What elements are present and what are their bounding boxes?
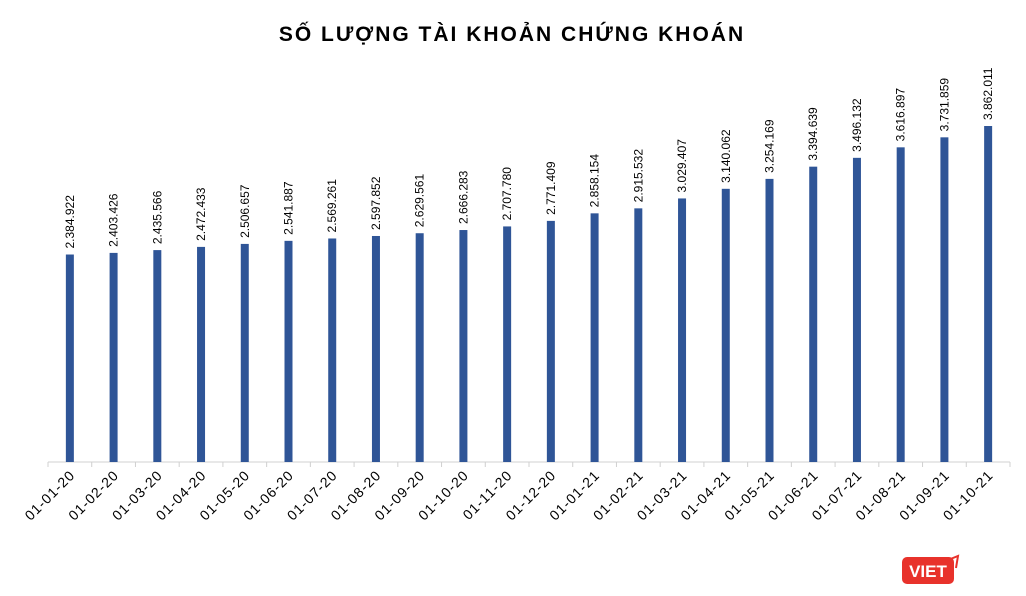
bar bbox=[765, 178, 774, 462]
bar bbox=[415, 233, 424, 462]
bar bbox=[896, 147, 905, 462]
bar bbox=[65, 254, 74, 462]
value-label: 3.862.011 bbox=[981, 67, 995, 120]
value-label: 3.394.639 bbox=[806, 107, 820, 161]
logo-badge bbox=[902, 557, 954, 584]
bar bbox=[721, 188, 730, 462]
logo-accent bbox=[947, 554, 960, 569]
value-label: 3.616.897 bbox=[894, 88, 908, 142]
value-label: 2.915.532 bbox=[631, 149, 645, 203]
value-label: 3.496.132 bbox=[850, 98, 864, 152]
value-label: 2.858.154 bbox=[588, 154, 602, 208]
bar bbox=[109, 252, 118, 462]
bar bbox=[197, 246, 206, 462]
bar bbox=[459, 230, 468, 462]
value-label: 2.435.566 bbox=[150, 190, 164, 244]
bar bbox=[852, 157, 861, 462]
bar bbox=[371, 235, 380, 462]
value-label: 3.029.407 bbox=[675, 139, 689, 193]
value-label: 3.254.169 bbox=[763, 119, 777, 173]
bar bbox=[634, 208, 643, 462]
value-label: 3.731.859 bbox=[937, 78, 951, 132]
value-label: 2.541.887 bbox=[282, 181, 296, 235]
bar bbox=[503, 226, 512, 462]
value-label: 2.597.852 bbox=[369, 176, 383, 230]
bar bbox=[984, 126, 993, 463]
bar bbox=[590, 213, 599, 462]
value-label: 2.771.409 bbox=[544, 161, 558, 215]
bar bbox=[284, 240, 293, 462]
watermark-logo: VIET bbox=[902, 554, 960, 584]
bar bbox=[546, 220, 555, 462]
value-label: 2.472.433 bbox=[194, 187, 208, 241]
bar bbox=[809, 166, 818, 462]
value-label: 2.403.426 bbox=[107, 193, 121, 247]
chart-title: SỐ LƯỢNG TÀI KHOẢN CHỨNG KHOÁN bbox=[279, 22, 745, 46]
value-label: 2.384.922 bbox=[63, 195, 77, 249]
bar bbox=[153, 250, 162, 462]
bar bbox=[940, 137, 949, 463]
value-label: 2.569.261 bbox=[325, 179, 339, 233]
bar bbox=[678, 198, 687, 462]
bar bbox=[328, 238, 337, 462]
value-label: 2.707.780 bbox=[500, 167, 514, 221]
bar bbox=[240, 243, 249, 462]
value-label: 2.506.657 bbox=[238, 184, 252, 238]
value-label: 3.140.062 bbox=[719, 129, 733, 183]
value-label: 2.666.283 bbox=[456, 170, 470, 224]
logo-text: VIET bbox=[909, 562, 947, 581]
value-label: 2.629.561 bbox=[413, 174, 427, 228]
